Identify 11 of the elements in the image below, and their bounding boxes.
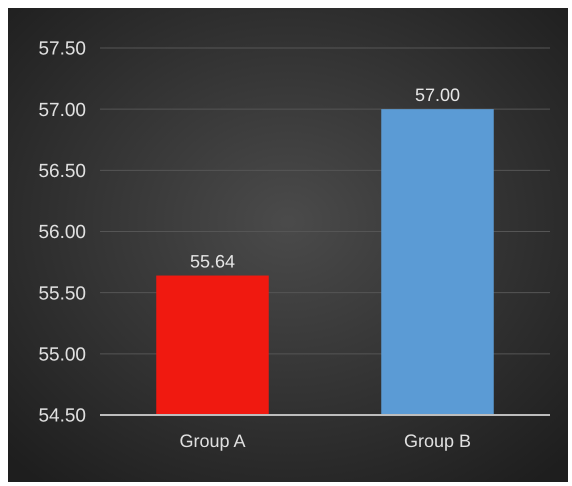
x-tick-label: Group A — [179, 431, 246, 451]
y-tick-label: 54.50 — [38, 406, 86, 427]
y-tick-label: 57.50 — [38, 38, 86, 60]
y-tick-label: 55.50 — [38, 283, 86, 304]
y-tick-label: 56.50 — [38, 160, 86, 182]
x-tick-label: Group B — [404, 431, 472, 451]
data-label: 57.00 — [414, 85, 460, 106]
data-label: 55.64 — [190, 252, 236, 272]
y-tick-label: 55.00 — [38, 344, 86, 366]
y-tick-label: 56.00 — [38, 222, 86, 244]
y-tick-label: 57.00 — [38, 100, 86, 121]
